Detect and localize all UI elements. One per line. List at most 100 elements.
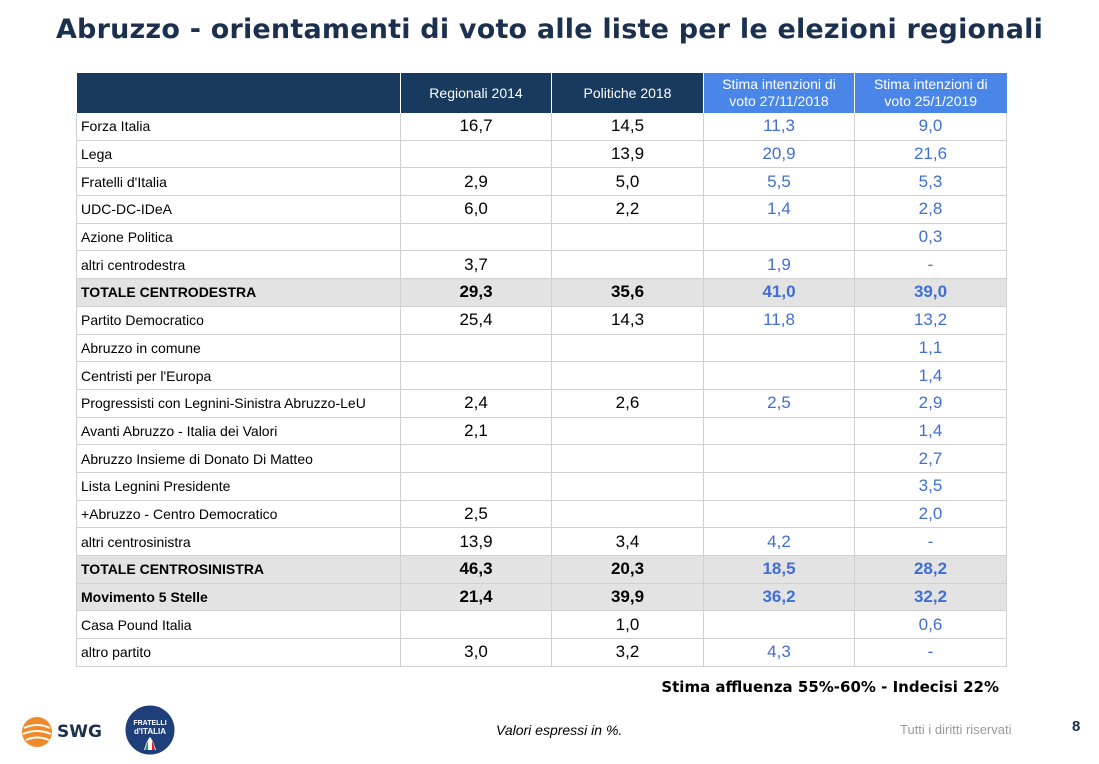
cell-value: 6,0 xyxy=(400,195,552,224)
cell-value xyxy=(703,417,855,446)
cell-value: 0,6 xyxy=(854,610,1007,640)
cell-value: 2,5 xyxy=(400,500,552,529)
cell-value xyxy=(551,500,704,529)
column-header-line: Regionali 2014 xyxy=(429,84,523,101)
row-label: Lega xyxy=(76,140,401,169)
table-row: altri centrodestra 3,7 1,9- xyxy=(76,250,1007,280)
cell-value: 2,2 xyxy=(551,195,704,224)
cell-value: 11,8 xyxy=(703,306,855,335)
cell-value: 1,4 xyxy=(854,361,1007,390)
cell-value: 4,2 xyxy=(703,527,855,556)
table-total-row: Movimento 5 Stelle 21,4 39,9 36,2 32,2 xyxy=(76,583,1007,612)
column-header-line: voto 25/1/2019 xyxy=(884,93,978,109)
row-label: Avanti Abruzzo - Italia dei Valori xyxy=(76,417,401,446)
cell-value: 39,0 xyxy=(854,278,1007,307)
row-label: Lista Legnini Presidente xyxy=(76,472,401,501)
vote-table: Regionali 2014 Politiche 2018 Stima intenz… xyxy=(76,73,1007,667)
cell-value: 28,2 xyxy=(854,555,1007,584)
cell-value: 13,2 xyxy=(854,306,1007,335)
table-row: Azione Politica 0,3 xyxy=(76,223,1007,252)
cell-value: 20,9 xyxy=(703,140,855,169)
table-total-row: TOTALE CENTRODESTRA 29,3 35,6 41,0 39,0 xyxy=(76,278,1007,307)
column-header-line: voto 27/11/2018 xyxy=(729,93,829,109)
cell-value: 41,0 xyxy=(703,278,855,307)
table-row: Casa Pound Italia 1,0 0,6 xyxy=(76,610,1007,640)
cell-value: 14,3 xyxy=(551,306,704,335)
cell-value: 1,4 xyxy=(703,195,855,224)
swg-logo-text: SWG xyxy=(57,722,102,742)
row-label: TOTALE CENTRODESTRA xyxy=(76,278,401,307)
column-header-line: Stima intenzioni di xyxy=(873,76,988,92)
cell-value: 2,5 xyxy=(703,389,855,418)
cell-value: - xyxy=(854,638,1007,667)
rights-notice: Tutti i diritti riservati xyxy=(900,722,1012,737)
cell-value: 13,9 xyxy=(400,527,552,556)
table-row: Fratelli d'Italia 2,9 5,0 5,5 5,3 xyxy=(76,167,1007,197)
row-label: TOTALE CENTROSINISTRA xyxy=(76,555,401,584)
cell-value: 3,2 xyxy=(551,638,704,667)
cell-value: 0,3 xyxy=(854,223,1007,252)
cell-value xyxy=(703,334,855,363)
cell-value: 5,3 xyxy=(854,167,1007,197)
cell-value xyxy=(551,334,704,363)
table-total-row: TOTALE CENTROSINISTRA 46,3 20,3 18,5 28,2 xyxy=(76,555,1007,584)
cell-value: - xyxy=(854,250,1007,280)
row-label: altro partito xyxy=(76,638,401,667)
fratelli-ditalia-logo: FRATELLI d'ITALIA xyxy=(124,704,176,756)
column-header-0 xyxy=(76,73,401,113)
swg-logo xyxy=(22,717,52,747)
table-header-row: Regionali 2014 Politiche 2018 Stima intenz… xyxy=(76,73,1007,113)
row-label: Progressisti con Legnini-Sinistra Abruzz… xyxy=(76,389,401,418)
row-label: Fratelli d'Italia xyxy=(76,167,401,197)
fdi-logo-text-1: FRATELLI xyxy=(133,720,166,727)
cell-value: 1,1 xyxy=(854,334,1007,363)
cell-value: 13,9 xyxy=(551,140,704,169)
cell-value: 1,9 xyxy=(703,250,855,280)
row-label: Casa Pound Italia xyxy=(76,610,401,640)
cell-value xyxy=(551,361,704,390)
cell-value: 21,4 xyxy=(400,583,552,612)
table-row: altri centrosinistra 13,9 3,4 4,2- xyxy=(76,527,1007,556)
row-label: altri centrodestra xyxy=(76,250,401,280)
cell-value: 3,0 xyxy=(400,638,552,667)
cell-value: 4,3 xyxy=(703,638,855,667)
cell-value xyxy=(703,361,855,390)
row-label: +Abruzzo - Centro Democratico xyxy=(76,500,401,529)
cell-value: 2,0 xyxy=(854,500,1007,529)
cell-value: 25,4 xyxy=(400,306,552,335)
cell-value: 16,7 xyxy=(400,113,552,141)
cell-value: 3,7 xyxy=(400,250,552,280)
table-row: altro partito 3,0 3,2 4,3- xyxy=(76,638,1007,667)
table-row: UDC-DC-IDeA 6,0 2,2 1,4 2,8 xyxy=(76,195,1007,224)
cell-value: 1,0 xyxy=(551,610,704,640)
column-header-4: Stima intenzioni di voto 25/1/2019 xyxy=(854,73,1007,113)
footnote: Valori espressi in %. xyxy=(496,722,623,738)
column-header-line: Politiche 2018 xyxy=(583,84,672,101)
row-label: Forza Italia xyxy=(76,113,401,141)
cell-value: 2,8 xyxy=(854,195,1007,224)
cell-value: 46,3 xyxy=(400,555,552,584)
cell-value: 14,5 xyxy=(551,113,704,141)
cell-value xyxy=(400,140,552,169)
column-header-3: Stima intenzioni di voto 27/11/2018 xyxy=(703,73,855,113)
cell-value xyxy=(703,444,855,473)
table-row: Centristi per l'Europa 1,4 xyxy=(76,361,1007,390)
table-row: Abruzzo in comune 1,1 xyxy=(76,334,1007,363)
row-label: altri centrosinistra xyxy=(76,527,401,556)
cell-value: - xyxy=(854,527,1007,556)
cell-value: 2,9 xyxy=(400,167,552,197)
row-label: Centristi per l'Europa xyxy=(76,361,401,390)
row-label: Abruzzo Insieme di Donato Di Matteo xyxy=(76,444,401,473)
cell-value xyxy=(551,223,704,252)
cell-value: 21,6 xyxy=(854,140,1007,169)
table-row: Lega 13,9 20,9 21,6 xyxy=(76,140,1007,169)
page-title: Abruzzo - orientamenti di voto alle list… xyxy=(55,14,1044,45)
cell-value: 39,9 xyxy=(551,583,704,612)
cell-value xyxy=(703,500,855,529)
table-row: Abruzzo Insieme di Donato Di Matteo 2,7 xyxy=(76,444,1007,473)
cell-value: 5,5 xyxy=(703,167,855,197)
row-label: Azione Politica xyxy=(76,223,401,252)
cell-value: 32,2 xyxy=(854,583,1007,612)
cell-value xyxy=(551,250,704,280)
column-header-2: Politiche 2018 xyxy=(551,73,704,113)
